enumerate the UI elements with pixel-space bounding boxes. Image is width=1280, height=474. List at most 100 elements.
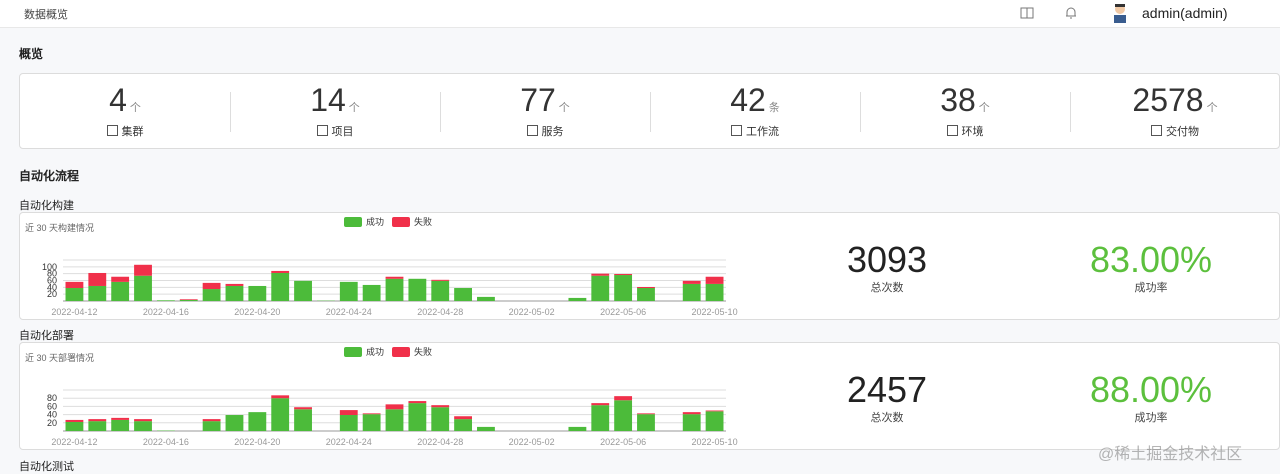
bar (226, 415, 244, 431)
bar (408, 403, 426, 431)
bar (111, 277, 129, 282)
stat-box: 2578 个 (1070, 82, 1280, 119)
stat-unit: 个 (1207, 102, 1218, 114)
bar (111, 282, 129, 301)
separator (230, 92, 231, 132)
bar (203, 283, 221, 289)
avatar[interactable] (1110, 2, 1130, 24)
bar (568, 298, 586, 301)
stat-label: 交付物 (1166, 126, 1199, 138)
stat: 2578 个交付物 (1070, 74, 1280, 149)
bar (203, 289, 221, 301)
user-name[interactable]: admin(admin) (1142, 5, 1228, 21)
stat-value: 2578 (1132, 82, 1203, 118)
x-tick-label: 2022-05-02 (509, 307, 555, 317)
x-tick-label: 2022-04-28 (417, 437, 463, 447)
x-tick-label: 2022-04-20 (234, 307, 280, 317)
bar (180, 300, 198, 301)
stat-icon (1151, 125, 1162, 136)
bar (66, 420, 84, 422)
stat-label: 项目 (332, 126, 354, 138)
bar (637, 413, 655, 414)
x-tick-label: 2022-04-16 (143, 437, 189, 447)
total-label: 总次数 (787, 409, 987, 425)
bar (271, 271, 289, 273)
stat-unit: 条 (769, 102, 780, 114)
page-title: 数据概览 (24, 6, 68, 22)
bar (88, 286, 106, 301)
bar (706, 277, 724, 284)
stat-label: 工作流 (746, 126, 779, 138)
bar (591, 274, 609, 276)
stat-icon (527, 125, 538, 136)
stat-value: 4 (109, 82, 127, 118)
bar (637, 288, 655, 301)
stat-unit: 个 (559, 102, 570, 114)
bar (386, 277, 404, 279)
bar (454, 416, 472, 419)
bar (431, 407, 449, 431)
bar (386, 279, 404, 301)
bar (477, 297, 495, 301)
bar (88, 421, 106, 431)
stat-label-row: 交付物 (1070, 123, 1280, 139)
bar (294, 409, 312, 431)
bar (248, 286, 266, 301)
stat-icon (731, 125, 742, 136)
bar (294, 281, 312, 301)
bell-icon[interactable] (1064, 5, 1078, 20)
bar (88, 273, 106, 286)
stat-label-row: 环境 (860, 123, 1070, 139)
bar (363, 413, 381, 414)
bar (66, 288, 84, 301)
bar (614, 400, 632, 431)
x-tick-label: 2022-05-06 (600, 437, 646, 447)
x-tick-label: 2022-04-12 (51, 307, 97, 317)
rate-label: 成功率 (1051, 409, 1251, 425)
bar (683, 281, 701, 284)
bar (614, 396, 632, 400)
total: 2457 (787, 369, 987, 411)
rate: 88.00% (1051, 369, 1251, 411)
stat-value: 77 (520, 82, 556, 118)
section-title: 自动化流程 (19, 167, 79, 184)
stat-icon (317, 125, 328, 136)
legend-label: 成功 (366, 216, 384, 227)
bar (408, 401, 426, 403)
bar (111, 420, 129, 431)
total-label: 总次数 (787, 279, 987, 295)
legend-label: 失败 (414, 216, 432, 227)
bar (180, 299, 198, 300)
legend-swatch (344, 347, 362, 357)
bar (386, 404, 404, 409)
panel-title: 自动化构建 (19, 197, 74, 213)
bar (408, 279, 426, 301)
bar (66, 422, 84, 431)
bar (568, 427, 586, 431)
doc-icon[interactable] (1020, 6, 1034, 20)
bar (134, 276, 152, 301)
bar (340, 410, 358, 415)
legend-label: 失败 (414, 346, 432, 357)
panel-title: 自动化部署 (19, 327, 74, 343)
bar (683, 412, 701, 414)
bar (271, 398, 289, 431)
bar (134, 421, 152, 431)
bar (340, 415, 358, 431)
bar (271, 273, 289, 301)
bar (134, 265, 152, 276)
stat-label-row: 服务 (440, 123, 650, 139)
stat-value: 42 (730, 82, 766, 118)
legend-swatch (344, 217, 362, 227)
stat-label-row: 项目 (230, 123, 440, 139)
bar (386, 409, 404, 431)
